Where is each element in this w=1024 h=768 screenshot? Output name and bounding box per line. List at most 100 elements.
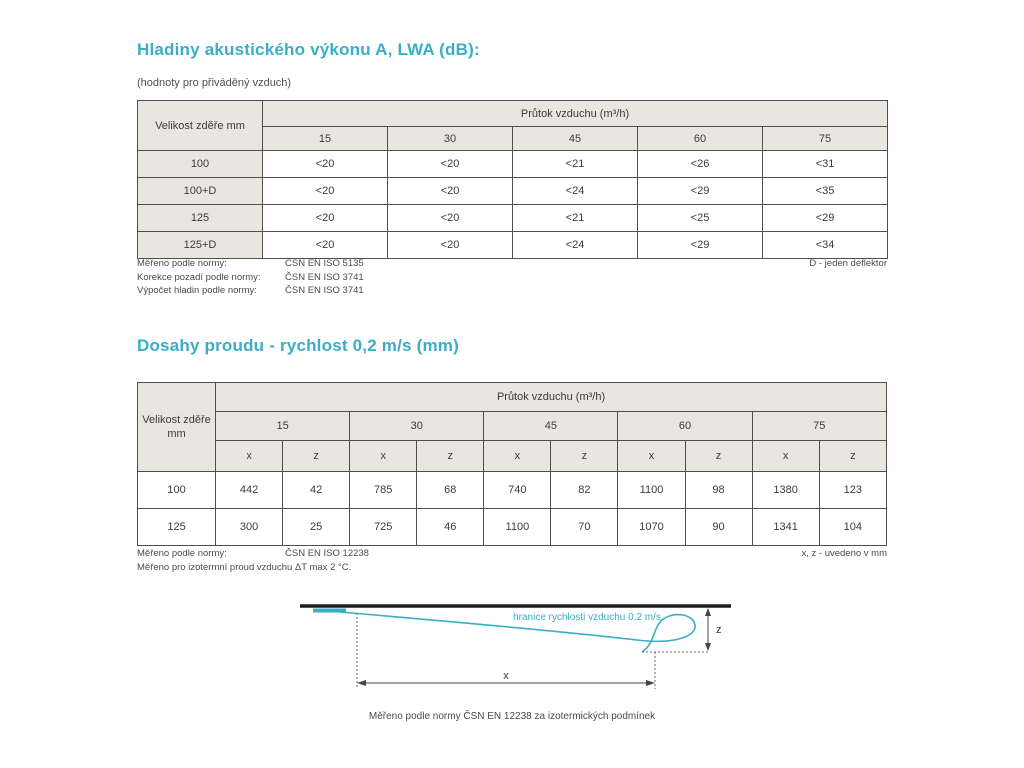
col-header: 60 (637, 126, 763, 151)
z-arrow-top (705, 608, 711, 616)
note-value: ČSN EN ISO 3741 (285, 271, 364, 283)
group-header: Průtok vzduchu (m³/h) (261, 100, 889, 127)
note-line: Měřeno pro izotermní proud vzduchu ΔT ma… (137, 561, 887, 575)
deflector-note: D - jeden deflektor (809, 258, 887, 269)
table-header-row: Velikost zděře mm Průtok vzduchu (m³/h) (137, 100, 889, 151)
note-line: Měřeno podle normy: ČSN EN ISO 5135 (137, 257, 887, 271)
xz-header: z (416, 440, 485, 472)
cell: <24 (512, 177, 638, 205)
section1-subtitle: (hodnoty pro přiváděný vzduch) (137, 77, 292, 89)
acoustic-power-table: Velikost zděře mm Průtok vzduchu (m³/h) … (137, 100, 889, 259)
xz-header: x (617, 440, 686, 472)
curve-label: hranice rychlosti vzduchu 0.2 m/s (513, 612, 661, 623)
xz-header: z (282, 440, 351, 472)
flow-header: 60 (617, 411, 753, 441)
cell: 70 (550, 508, 619, 546)
group-header: Průtok vzduchu (m³/h) (215, 382, 887, 412)
cell: <20 (262, 204, 388, 232)
x-arrow-right (646, 680, 655, 686)
cell: 25 (282, 508, 351, 546)
section1-title: Hladiny akustického výkonu A, LWA (dB): (137, 40, 480, 59)
col-header: 15 (262, 126, 388, 151)
cell: 68 (416, 471, 485, 509)
note-label: Korekce pozadí podle normy: (137, 271, 261, 283)
throw-distance-table: Velikost zděře mm Průtok vzduchu (m³/h) … (136, 382, 888, 546)
xz-header: z (818, 440, 888, 472)
cell: <21 (512, 150, 638, 178)
table-row: 100 <20 <20 <21 <26 <31 (137, 150, 889, 178)
cell: 104 (818, 508, 888, 546)
corner-header: Velikost zděře mm (136, 382, 217, 472)
z-arrow-bottom (705, 643, 711, 651)
table-flow-row: 15 30 45 60 75 (138, 411, 888, 441)
flow-header: 75 (751, 411, 888, 441)
corner-header: Velikost zděře mm (137, 100, 263, 151)
note-label: Měřeno pro izotermní proud vzduchu ΔT ma… (137, 561, 352, 573)
note-value: ČSN EN ISO 3741 (285, 285, 364, 296)
units-note: x, z - uvedeno v mm (801, 548, 887, 559)
table-xz-row: x z x z x z x z x z (138, 440, 888, 472)
xz-header: z (550, 440, 619, 472)
content-column: Hladiny akustického výkonu A, LWA (dB): … (136, 0, 889, 768)
row-label: 100 (137, 150, 263, 178)
xz-header: z (684, 440, 753, 472)
cell: 1100 (483, 508, 552, 546)
cell: <20 (387, 231, 513, 259)
flow-header: 30 (349, 411, 485, 441)
note-line: Výpočet hladin podle normy: ČSN EN ISO 3… (137, 284, 887, 298)
note-line: Měřeno podle normy: ČSN EN ISO 12238 (137, 547, 887, 561)
cell: <20 (387, 177, 513, 205)
cell: 785 (349, 471, 418, 509)
xz-header: x (483, 440, 552, 472)
cell: 1341 (751, 508, 820, 546)
section1-notes: Měřeno podle normy: ČSN EN ISO 5135 Kore… (137, 257, 887, 298)
note-line: Korekce pozadí podle normy: ČSN EN ISO 3… (137, 271, 887, 285)
row-label: 125 (136, 508, 217, 546)
col-header: 30 (387, 126, 513, 151)
throw-diagram: hranice rychlosti vzduchu 0.2 m/s x z (300, 604, 731, 689)
note-value: ČSN EN ISO 5135 (285, 258, 364, 269)
cell: <29 (761, 204, 889, 232)
cell: <31 (761, 150, 889, 178)
cell: <21 (512, 204, 638, 232)
diffuser-slot (313, 608, 346, 613)
note-value: ČSN EN ISO 12238 (285, 548, 369, 559)
cell: <29 (637, 231, 763, 259)
xz-header: x (349, 440, 418, 472)
col-header: 75 (761, 126, 889, 151)
cell: 725 (349, 508, 418, 546)
cell: <29 (637, 177, 763, 205)
xz-header: x (751, 440, 820, 472)
velocity-boundary-curve (339, 611, 696, 653)
flow-header: 15 (215, 411, 351, 441)
cell: <34 (761, 231, 889, 259)
cell: 1070 (617, 508, 686, 546)
cell: <20 (262, 231, 388, 259)
section2-notes: Měřeno podle normy: ČSN EN ISO 12238 Měř… (137, 547, 887, 574)
cell: <20 (262, 150, 388, 178)
cell: 300 (215, 508, 284, 546)
flow-header: 45 (483, 411, 619, 441)
cell: <20 (262, 177, 388, 205)
row-label: 125+D (137, 231, 263, 259)
diagram-caption: Měřeno podle normy ČSN EN 12238 za izote… (368, 711, 656, 722)
cell: 46 (416, 508, 485, 546)
table-row: 100+D <20 <20 <24 <29 <35 (137, 177, 889, 205)
col-header: 45 (512, 126, 638, 151)
z-dim-label: z (716, 624, 722, 636)
note-label: Měřeno podle normy: (137, 258, 227, 269)
cell: <24 (512, 231, 638, 259)
x-arrow-left (357, 680, 366, 686)
table-row: 125 <20 <20 <21 <25 <29 (137, 204, 889, 232)
table-row: 125+D <20 <20 <24 <29 <34 (137, 231, 889, 259)
section2-title: Dosahy proudu - rychlost 0,2 m/s (mm) (137, 336, 459, 355)
cell: 442 (215, 471, 284, 509)
cell: 1100 (617, 471, 686, 509)
cell: 82 (550, 471, 619, 509)
cell: <20 (387, 204, 513, 232)
x-dim-label: x (503, 670, 509, 682)
cell: <35 (761, 177, 889, 205)
cell: 123 (818, 471, 888, 509)
cell: 98 (684, 471, 753, 509)
